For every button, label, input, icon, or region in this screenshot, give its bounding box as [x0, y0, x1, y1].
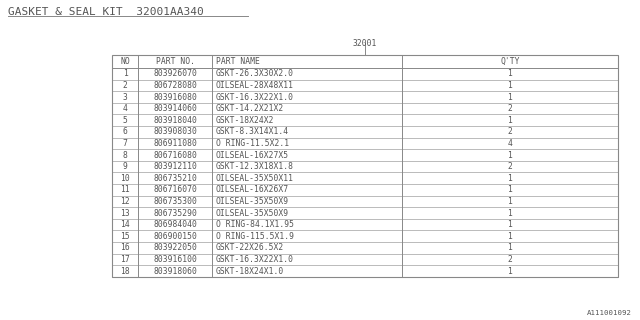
Text: PART NAME: PART NAME — [216, 57, 260, 66]
Text: 1: 1 — [508, 243, 513, 252]
Text: 1: 1 — [508, 185, 513, 194]
Text: 806728080: 806728080 — [153, 81, 197, 90]
Text: 803926070: 803926070 — [153, 69, 197, 78]
Text: 1: 1 — [508, 220, 513, 229]
Text: 1: 1 — [508, 174, 513, 183]
Text: GSKT-16.3X22X1.0: GSKT-16.3X22X1.0 — [216, 92, 294, 101]
Text: 806716070: 806716070 — [153, 185, 197, 194]
Text: 1: 1 — [508, 197, 513, 206]
Text: O RING-84.1X1.95: O RING-84.1X1.95 — [216, 220, 294, 229]
Text: 803916100: 803916100 — [153, 255, 197, 264]
Text: GSKT-12.3X18X1.8: GSKT-12.3X18X1.8 — [216, 162, 294, 171]
Text: 7: 7 — [123, 139, 127, 148]
Text: 803908030: 803908030 — [153, 127, 197, 136]
Text: PART NO.: PART NO. — [156, 57, 195, 66]
Text: 1: 1 — [508, 267, 513, 276]
Text: 803918040: 803918040 — [153, 116, 197, 125]
Text: 9: 9 — [123, 162, 127, 171]
Text: OILSEAL-28X48X11: OILSEAL-28X48X11 — [216, 81, 294, 90]
Text: GSKT-16.3X22X1.0: GSKT-16.3X22X1.0 — [216, 255, 294, 264]
Text: GSKT-18X24X1.0: GSKT-18X24X1.0 — [216, 267, 284, 276]
Text: 1: 1 — [123, 69, 127, 78]
Text: NO: NO — [120, 57, 130, 66]
Text: A111001092: A111001092 — [587, 310, 632, 316]
Text: 5: 5 — [123, 116, 127, 125]
Text: GSKT-18X24X2: GSKT-18X24X2 — [216, 116, 275, 125]
Text: 1: 1 — [508, 116, 513, 125]
Text: 2: 2 — [508, 255, 513, 264]
Text: 806735210: 806735210 — [153, 174, 197, 183]
Text: 1: 1 — [508, 209, 513, 218]
Text: Q'TY: Q'TY — [500, 57, 520, 66]
Text: 16: 16 — [120, 243, 130, 252]
Text: 2: 2 — [123, 81, 127, 90]
Text: GASKET & SEAL KIT  32001AA340: GASKET & SEAL KIT 32001AA340 — [8, 7, 204, 17]
Text: 2: 2 — [508, 104, 513, 113]
Text: OILSEAL-16X27X5: OILSEAL-16X27X5 — [216, 150, 289, 159]
Text: 6: 6 — [123, 127, 127, 136]
Text: 32001: 32001 — [353, 39, 377, 48]
Text: 806984040: 806984040 — [153, 220, 197, 229]
Text: 8: 8 — [123, 150, 127, 159]
Text: 3: 3 — [123, 92, 127, 101]
Text: OILSEAL-16X26X7: OILSEAL-16X26X7 — [216, 185, 289, 194]
Text: 15: 15 — [120, 232, 130, 241]
Text: 803922050: 803922050 — [153, 243, 197, 252]
Text: 13: 13 — [120, 209, 130, 218]
Text: 803914060: 803914060 — [153, 104, 197, 113]
Text: GSKT-22X26.5X2: GSKT-22X26.5X2 — [216, 243, 284, 252]
Text: 803918060: 803918060 — [153, 267, 197, 276]
Text: 806735290: 806735290 — [153, 209, 197, 218]
Text: OILSEAL-35X50X11: OILSEAL-35X50X11 — [216, 174, 294, 183]
Text: 12: 12 — [120, 197, 130, 206]
Text: 10: 10 — [120, 174, 130, 183]
Text: 11: 11 — [120, 185, 130, 194]
Text: GSKT-26.3X30X2.0: GSKT-26.3X30X2.0 — [216, 69, 294, 78]
Text: 4: 4 — [508, 139, 513, 148]
Text: 18: 18 — [120, 267, 130, 276]
Text: 803912110: 803912110 — [153, 162, 197, 171]
Text: OILSEAL-35X50X9: OILSEAL-35X50X9 — [216, 197, 289, 206]
Text: 1: 1 — [508, 232, 513, 241]
Text: 1: 1 — [508, 150, 513, 159]
Text: GSKT-8.3X14X1.4: GSKT-8.3X14X1.4 — [216, 127, 289, 136]
Text: GSKT-14.2X21X2: GSKT-14.2X21X2 — [216, 104, 284, 113]
Text: 1: 1 — [508, 92, 513, 101]
Text: 806900150: 806900150 — [153, 232, 197, 241]
Text: 806716080: 806716080 — [153, 150, 197, 159]
Text: 806735300: 806735300 — [153, 197, 197, 206]
Text: 1: 1 — [508, 69, 513, 78]
Text: 2: 2 — [508, 127, 513, 136]
Text: 803916080: 803916080 — [153, 92, 197, 101]
Text: 14: 14 — [120, 220, 130, 229]
Text: O RING-11.5X2.1: O RING-11.5X2.1 — [216, 139, 289, 148]
Text: O RING-115.5X1.9: O RING-115.5X1.9 — [216, 232, 294, 241]
Text: 806911080: 806911080 — [153, 139, 197, 148]
Text: 17: 17 — [120, 255, 130, 264]
Text: 1: 1 — [508, 81, 513, 90]
Bar — [112, 55, 618, 277]
Text: 2: 2 — [508, 162, 513, 171]
Text: OILSEAL-35X50X9: OILSEAL-35X50X9 — [216, 209, 289, 218]
Text: 4: 4 — [123, 104, 127, 113]
